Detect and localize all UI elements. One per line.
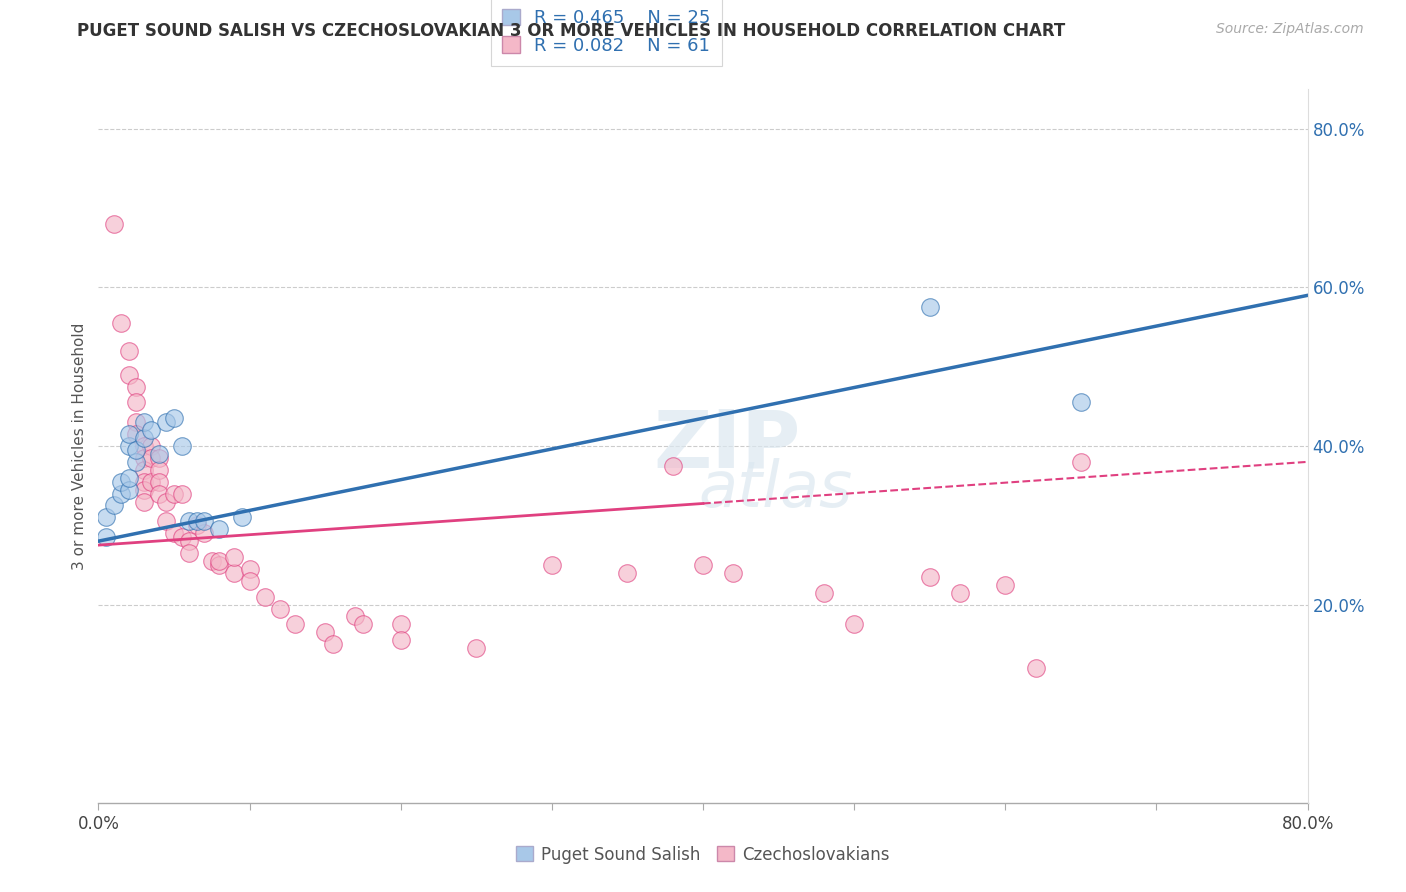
Point [155,415,177,429]
Point [813,585,835,599]
Point [94,510,117,524]
Point [125,415,148,429]
Point [208,554,231,568]
Point [170,439,193,453]
Point [193,514,215,528]
Point [179,534,201,549]
Point [284,617,307,632]
Point [118,483,141,497]
Point [208,522,231,536]
Y-axis label: 3 or more Vehicles in Household: 3 or more Vehicles in Household [72,322,87,570]
Point [132,415,155,429]
Point [239,574,262,588]
Point [465,641,488,656]
Text: ZIP: ZIP [654,407,801,485]
Point [148,450,170,465]
Point [125,395,148,409]
Point [110,486,132,500]
Legend: Puget Sound Salish, Czechoslovakians: Puget Sound Salish, Czechoslovakians [509,839,897,871]
Point [918,300,941,314]
Point [125,442,148,457]
Point [179,514,201,528]
Legend: R = 0.465    N = 25, R = 0.082    N = 61: R = 0.465 N = 25, R = 0.082 N = 61 [491,0,721,65]
Point [1024,661,1046,675]
Text: Source: ZipAtlas.com: Source: ZipAtlas.com [1216,22,1364,37]
Point [224,566,246,580]
Point [661,458,683,473]
Point [163,486,186,500]
Point [344,609,367,624]
Point [132,475,155,489]
Point [141,475,163,489]
Point [231,510,253,524]
Point [352,617,374,632]
Point [179,546,201,560]
Point [193,526,215,541]
Point [163,411,186,425]
Point [118,427,141,442]
Point [132,494,155,508]
Point [322,637,344,651]
Point [186,514,208,528]
Point [148,447,170,461]
Point [253,590,276,604]
Point [239,562,262,576]
Point [844,617,866,632]
Point [103,499,125,513]
Point [118,343,141,358]
Point [314,625,336,640]
Text: atlas: atlas [699,458,852,520]
Point [224,549,246,564]
Point [110,475,132,489]
Point [125,379,148,393]
Point [163,526,186,541]
Point [148,463,170,477]
Point [389,617,412,632]
Point [132,431,155,445]
Point [118,368,141,382]
Point [994,578,1017,592]
Point [118,471,141,485]
Point [132,483,155,497]
Point [208,558,231,572]
Point [141,439,163,453]
Point [110,316,132,330]
Point [118,439,141,453]
Point [125,455,148,469]
Point [723,566,745,580]
Text: PUGET SOUND SALISH VS CZECHOSLOVAKIAN 3 OR MORE VEHICLES IN HOUSEHOLD CORRELATIO: PUGET SOUND SALISH VS CZECHOSLOVAKIAN 3 … [77,22,1066,40]
Point [692,558,714,572]
Point [201,554,224,568]
Point [132,450,155,465]
Point [918,570,941,584]
Point [949,585,972,599]
Point [170,486,193,500]
Point [269,601,291,615]
Point [94,530,117,544]
Point [616,566,638,580]
Point [540,558,562,572]
Point [141,423,163,437]
Point [1070,395,1092,409]
Point [155,494,177,508]
Point [186,518,208,533]
Point [389,633,412,648]
Point [141,450,163,465]
Point [148,475,170,489]
Point [103,217,125,231]
Point [148,486,170,500]
Point [132,463,155,477]
Point [132,439,155,453]
Point [155,514,177,528]
Point [170,530,193,544]
Point [125,427,148,442]
Point [1070,455,1092,469]
